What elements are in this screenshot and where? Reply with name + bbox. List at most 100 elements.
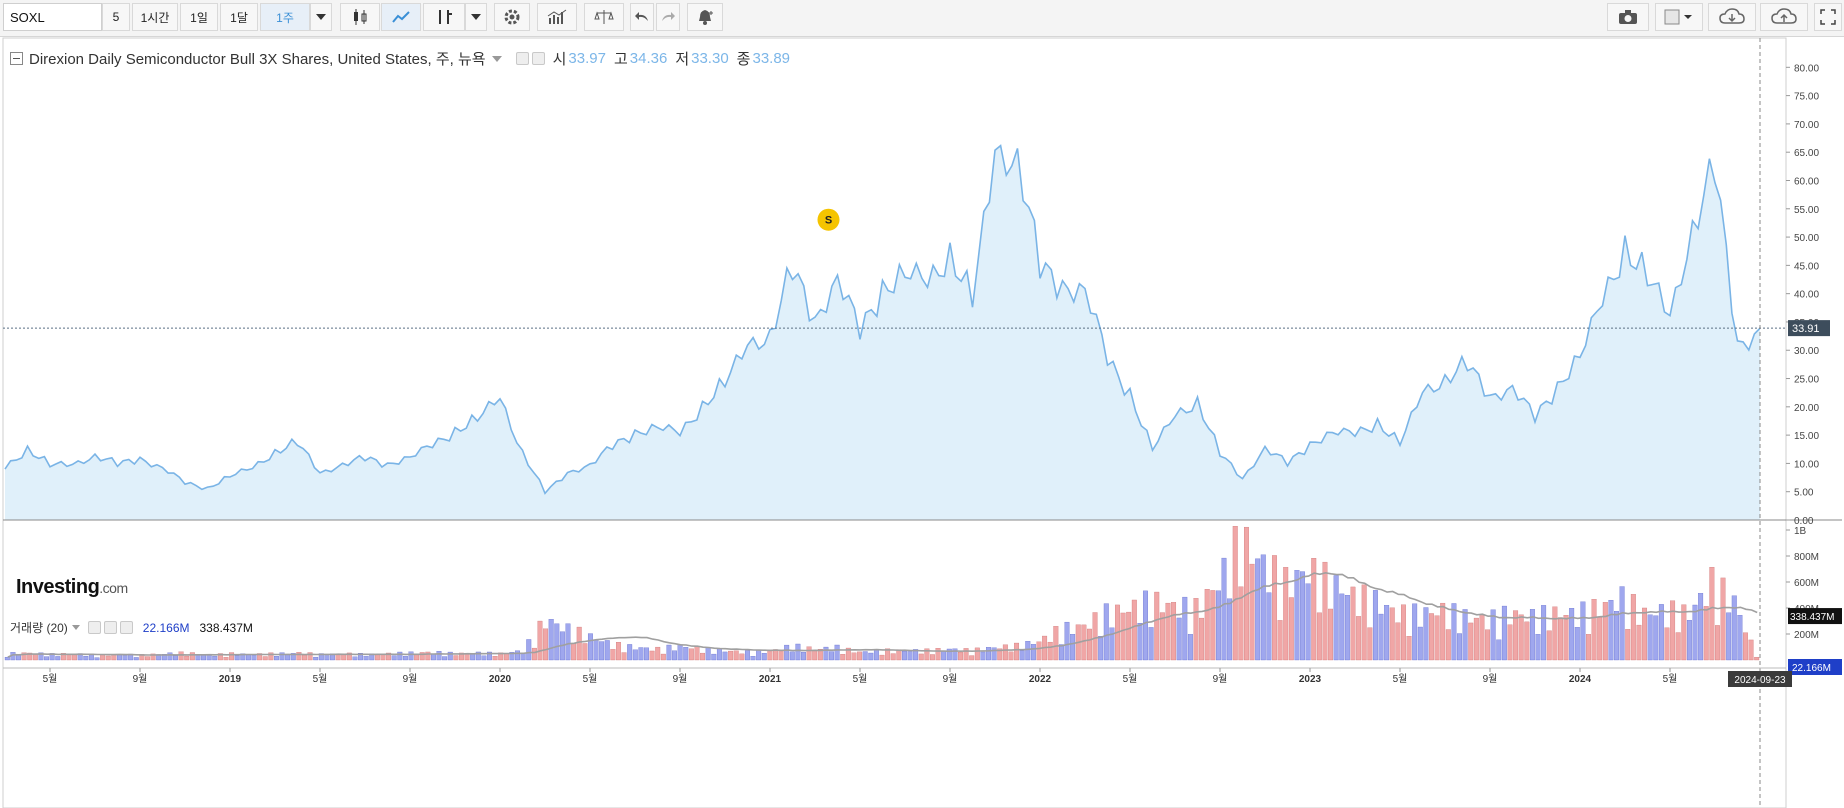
high-label: 고 <box>613 51 628 68</box>
volume-bar <box>279 652 285 661</box>
volume-bar <box>1692 604 1698 661</box>
interval-1h-button[interactable]: 1시간 <box>132 3 178 31</box>
volume-bar <box>358 653 363 661</box>
screenshot-button[interactable] <box>1607 3 1649 31</box>
compare-button[interactable] <box>584 3 624 31</box>
volume-bar <box>1709 566 1715 661</box>
volume-bar <box>1714 625 1720 661</box>
volume-bar <box>739 653 745 661</box>
volume-bar <box>660 653 666 661</box>
layout-button[interactable] <box>1655 3 1703 31</box>
x-tick-label: 2022 <box>1029 674 1052 685</box>
volume-current-tag-label: 22.166M <box>1792 663 1831 674</box>
symbol-input[interactable]: SOXL <box>3 3 102 31</box>
volume-bar <box>1058 644 1064 661</box>
cloud-save-button[interactable] <box>1760 3 1808 31</box>
volume-bar <box>593 640 599 661</box>
indicators-button[interactable] <box>537 3 577 31</box>
volume-bar <box>206 654 212 661</box>
candlestick-button[interactable] <box>340 3 380 31</box>
interval-dropdown-button[interactable] <box>310 3 332 31</box>
volume-bar <box>1462 609 1468 661</box>
interval-1d-button[interactable]: 1일 <box>180 3 218 31</box>
interval-1m-button[interactable]: 1달 <box>220 3 258 31</box>
volume-bar <box>1720 577 1726 661</box>
volume-bar <box>1098 636 1104 661</box>
volume-bar <box>1541 605 1547 661</box>
chevron-down-icon[interactable] <box>71 625 80 630</box>
interval-1w-button[interactable]: 1주 <box>260 3 310 31</box>
price-tick-label: 10.00 <box>1794 459 1819 470</box>
volume-bar <box>565 623 571 661</box>
volume-bar <box>716 648 722 661</box>
current-price-tag-label: 33.91 <box>1792 323 1820 335</box>
x-tick-label: 2020 <box>489 674 512 685</box>
volume-bar <box>1423 607 1429 661</box>
volume-bar <box>296 652 302 661</box>
close-icon[interactable] <box>119 621 133 634</box>
volume-bar <box>447 651 453 661</box>
visibility-icon[interactable] <box>87 621 101 634</box>
date-tag <box>1728 671 1792 687</box>
collapse-icon[interactable] <box>10 52 23 65</box>
volume-bar <box>761 653 767 661</box>
split-marker[interactable] <box>817 208 840 231</box>
volume-bar <box>402 656 408 661</box>
volume-bar <box>1731 595 1737 661</box>
volume-ma-value: 338.437M <box>199 620 253 635</box>
volume-bar <box>1664 627 1670 661</box>
volume-bar <box>1434 615 1440 661</box>
visibility-icon[interactable] <box>515 52 529 65</box>
volume-bar <box>1580 601 1586 661</box>
price-tick-label: 45.00 <box>1794 261 1819 272</box>
volume-bar <box>475 651 481 661</box>
volume-bar <box>784 644 790 661</box>
volume-bar <box>1658 604 1664 661</box>
volume-bar <box>1546 630 1552 661</box>
volume-bar <box>1614 611 1619 661</box>
chevron-down-icon[interactable] <box>491 55 502 62</box>
volume-bar <box>1457 633 1462 661</box>
x-tick-label: 9월 <box>133 673 148 685</box>
volume-bar <box>627 644 633 661</box>
volume-bar <box>885 648 891 661</box>
volume-bar <box>391 655 397 661</box>
volume-bar <box>1586 634 1591 661</box>
volume-bar <box>1210 590 1216 661</box>
settings-small-icon[interactable] <box>531 52 545 65</box>
undo-button[interactable] <box>630 3 654 31</box>
settings-small-icon[interactable] <box>103 621 117 634</box>
volume-bar <box>700 652 706 661</box>
volume-bar <box>705 647 711 661</box>
price-tick-label: 60.00 <box>1794 176 1819 187</box>
redo-button[interactable] <box>656 3 680 31</box>
alert-button[interactable] <box>687 3 723 31</box>
volume-bar <box>66 654 72 661</box>
volume-bar <box>554 623 560 661</box>
volume-bar <box>1557 617 1563 661</box>
volume-bar <box>1176 617 1182 661</box>
volume-bar <box>924 648 930 661</box>
volume-bar <box>801 651 806 661</box>
volume-bar <box>728 650 734 661</box>
fullscreen-button[interactable] <box>1814 3 1842 31</box>
cloud-load-button[interactable] <box>1708 3 1756 31</box>
line-chart-button[interactable] <box>381 3 421 31</box>
low-label: 저 <box>675 51 690 68</box>
settings-button[interactable] <box>494 3 530 31</box>
fullscreen-icon <box>1820 9 1836 25</box>
volume-bar <box>537 620 543 661</box>
volume-bar <box>879 654 885 661</box>
volume-bar <box>1148 627 1154 661</box>
price-tick-label: 55.00 <box>1794 205 1819 216</box>
candlestick-icon <box>354 9 367 25</box>
bar-chart-button[interactable] <box>423 3 465 31</box>
chart-canvas[interactable]: S 0.005.0010.0015.0020.0025.0030.0035.00… <box>0 36 1844 808</box>
volume-bar <box>1344 595 1350 661</box>
interval-5-button[interactable]: 5 <box>102 3 130 31</box>
close-value: 33.89 <box>752 50 791 67</box>
chart-type-dropdown-button[interactable] <box>465 3 487 31</box>
volume-bar <box>918 653 924 661</box>
volume-ma-line <box>7 571 1758 658</box>
price-tick-label: 65.00 <box>1794 148 1819 159</box>
